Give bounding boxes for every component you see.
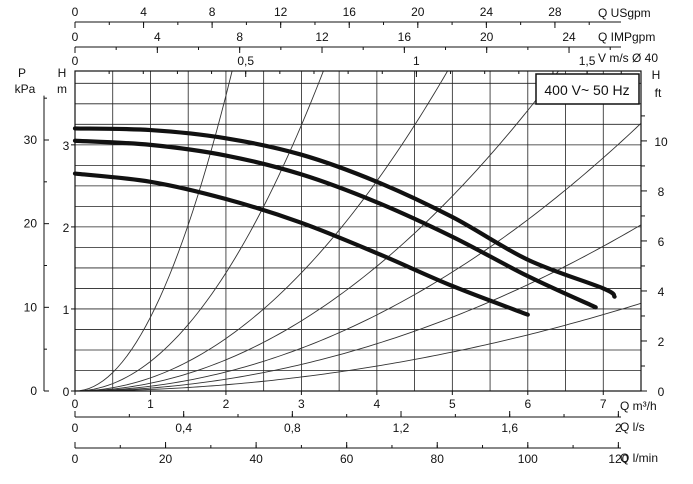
aux-tick-label-impgpm: 12 bbox=[315, 30, 329, 44]
x-tick-label: 7 bbox=[600, 397, 607, 411]
system-curve bbox=[75, 71, 449, 391]
aux-tick-label-lmin: 40 bbox=[249, 452, 263, 466]
right-axis-unit-ft: ft bbox=[655, 86, 662, 100]
aux-tick-label-ls: 1,2 bbox=[393, 421, 410, 435]
voltage-badge: 400 V~ 50 Hz bbox=[544, 82, 629, 98]
system-curve bbox=[75, 71, 560, 391]
aux-tick-label-velocity: 0 bbox=[72, 54, 79, 68]
aux-tick-label-velocity: 0,5 bbox=[237, 54, 254, 68]
aux-tick-label-usgpm: 4 bbox=[140, 5, 147, 19]
y-tick-label: 0 bbox=[63, 385, 70, 399]
x-tick-label: 2 bbox=[223, 397, 230, 411]
ft-tick-label: 10 bbox=[654, 135, 668, 149]
aux-tick-label-usgpm: 20 bbox=[411, 5, 425, 19]
system-curve bbox=[75, 122, 641, 391]
aux-tick-label-impgpm: 0 bbox=[72, 30, 79, 44]
kpa-tick-label: 30 bbox=[24, 133, 38, 147]
x-tick-label: 3 bbox=[298, 397, 305, 411]
aux-tick-label-lmin: 120 bbox=[608, 452, 628, 466]
pump-curves bbox=[72, 126, 617, 317]
y-axis-label-h: H bbox=[58, 66, 67, 80]
x-axis-label: Q m³/h bbox=[620, 399, 657, 413]
system-curve bbox=[75, 224, 641, 391]
y-tick-label: 3 bbox=[63, 139, 70, 153]
aux-tick-label-impgpm: 4 bbox=[154, 30, 161, 44]
ft-tick-label: 0 bbox=[658, 385, 665, 399]
x-tick-label: 5 bbox=[449, 397, 456, 411]
pump-curve bbox=[72, 171, 530, 317]
top-axis-label-velocity: V m/s Ø 40 bbox=[598, 51, 658, 65]
voltage-badge-box bbox=[535, 73, 640, 105]
kpa-tick-label: 20 bbox=[24, 217, 38, 231]
kpa-tick-label: 0 bbox=[30, 384, 37, 398]
aux-tick-label-usgpm: 24 bbox=[480, 5, 494, 19]
aux-tick-label-usgpm: 8 bbox=[209, 5, 216, 19]
x-tick-label: 4 bbox=[374, 397, 381, 411]
system-curve bbox=[75, 302, 641, 391]
aux-tick-label-usgpm: 0 bbox=[72, 5, 79, 19]
x-tick-label: 0 bbox=[72, 397, 79, 411]
aux-tick-label-ls: 2 bbox=[615, 421, 622, 435]
aux-tick-label-lmin: 100 bbox=[518, 452, 538, 466]
aux-tick-label-ls: 1,6 bbox=[501, 421, 518, 435]
top-axis-label-usgpm: Q USgpm bbox=[598, 6, 651, 20]
plot-frame bbox=[74, 70, 642, 392]
pump-curve bbox=[72, 138, 598, 310]
ft-tick-label: 6 bbox=[658, 235, 665, 249]
y-tick-label: 1 bbox=[63, 303, 70, 317]
ft-tick-label: 8 bbox=[658, 185, 665, 199]
aux-tick-label-velocity: 1 bbox=[413, 54, 420, 68]
left-axis-label-p: P bbox=[18, 66, 26, 80]
aux-tick-label-usgpm: 12 bbox=[274, 5, 288, 19]
aux-tick-label-usgpm: 28 bbox=[548, 5, 562, 19]
aux-tick-label-impgpm: 8 bbox=[236, 30, 243, 44]
aux-tick-label-ls: 0,8 bbox=[284, 421, 301, 435]
right-axis-label-h: H bbox=[652, 68, 661, 82]
x-tick-label: 6 bbox=[524, 397, 531, 411]
plot-area bbox=[75, 71, 641, 391]
left-axis-unit-kpa: kPa bbox=[15, 82, 36, 96]
top-axis-label-impgpm: Q IMPgpm bbox=[598, 30, 655, 44]
aux-tick-label-usgpm: 16 bbox=[343, 5, 357, 19]
aux-tick-label-lmin: 0 bbox=[72, 452, 79, 466]
aux-tick-label-ls: 0,4 bbox=[175, 421, 192, 435]
ft-tick-label: 2 bbox=[658, 335, 665, 349]
ft-tick-label: 4 bbox=[658, 285, 665, 299]
aux-tick-label-ls: 0 bbox=[72, 421, 79, 435]
pump-curve bbox=[72, 126, 617, 299]
x-tick-label: 1 bbox=[147, 397, 154, 411]
aux-tick-label-lmin: 80 bbox=[431, 452, 445, 466]
y-tick-label: 2 bbox=[63, 221, 70, 235]
kpa-tick-label: 10 bbox=[24, 300, 38, 314]
aux-tick-label-lmin: 20 bbox=[159, 452, 173, 466]
aux-tick-label-velocity: 1,5 bbox=[579, 54, 596, 68]
bottom-axis-label-lmin: Q l/min bbox=[620, 451, 658, 465]
system-curves bbox=[75, 71, 641, 391]
aux-tick-label-lmin: 60 bbox=[340, 452, 354, 466]
aux-tick-label-impgpm: 16 bbox=[398, 30, 412, 44]
y-axis-unit-m: m bbox=[57, 82, 67, 96]
system-curve bbox=[75, 71, 233, 391]
plot-grid bbox=[75, 71, 641, 391]
aux-tick-label-impgpm: 24 bbox=[562, 30, 576, 44]
aux-tick-label-impgpm: 20 bbox=[480, 30, 494, 44]
system-curve bbox=[75, 71, 324, 391]
bottom-axis-label-ls: Q l/s bbox=[620, 420, 645, 434]
